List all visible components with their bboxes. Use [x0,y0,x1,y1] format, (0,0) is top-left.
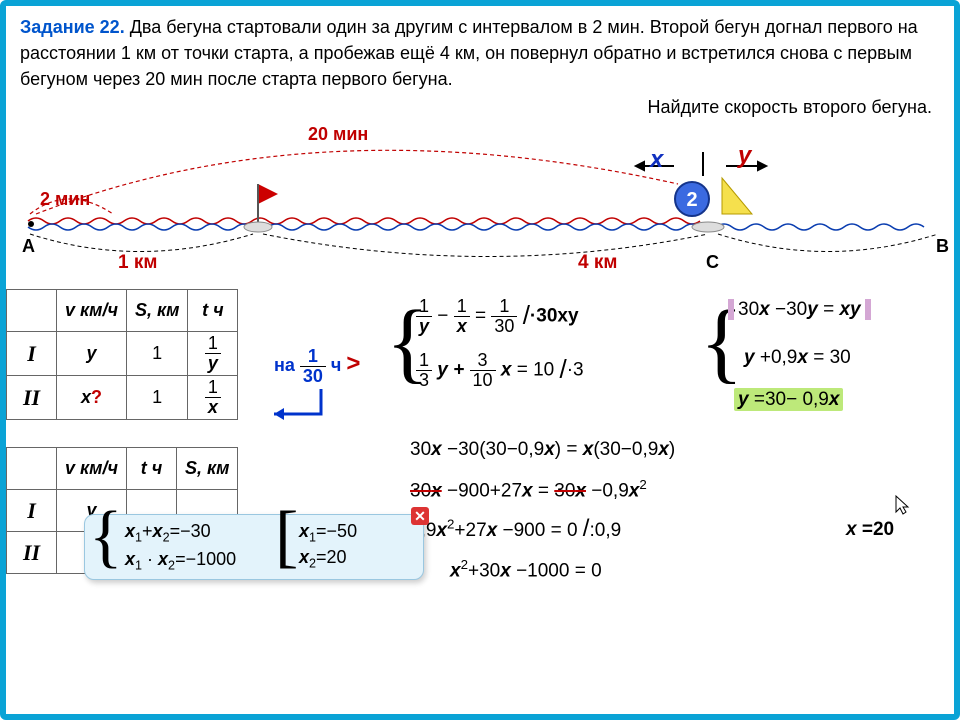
vieta-box: ✕ { x1+x2=−30 x1 · x2=−1000 [ x1=−50 x2=… [84,514,424,579]
label-20min: 20 мин [308,124,368,145]
problem-statement: Задание 22. Два бегуна стартовали один з… [6,6,954,124]
t2-h1: v км/ч [65,458,118,478]
pt-C: C [706,252,719,273]
eq1-line1: 1y − 1x = 130 /·30xy [416,297,579,336]
t2-h2: t ч [141,458,163,478]
t1-h3: t ч [202,300,224,320]
eq1-line2: 13 y + 310 x = 10 /·3 [416,351,584,390]
t1-s2: 1 [126,376,187,420]
answer: x =20 [846,519,894,541]
question-line: Найдите скорость второго бегуна. [20,94,940,120]
eq2-l2: y +0,9x = 30 [744,347,851,369]
diagram: 2 20 мин 2 мин x y А B C 1 км 4 км [18,124,942,289]
task-label: Задание 22. [20,17,125,37]
svg-text:2: 2 [686,189,697,211]
t1-x: x [81,387,91,407]
t1-h2: S, км [135,300,179,320]
x-arrow-label: x [650,146,663,174]
pt-B: B [936,236,949,257]
deriv-3: 0,9x2+27x −900 = 0 /:0,9 [410,515,621,543]
km4: 4 км [578,252,617,274]
km1: 1 км [118,252,157,274]
t1-s1: 1 [126,332,187,376]
y-arrow-label: y [738,142,751,170]
eq2-l3: y =30− 0,9x [734,389,843,411]
cursor-icon [894,494,910,516]
mid-note: на 130 ч > [274,347,360,386]
deriv-1: 30x −30(30−0,9x) = x(30−0,9x) [410,439,675,461]
t2-h3: S, км [185,458,229,478]
close-icon[interactable]: ✕ [411,507,429,525]
t1-h1: v км/ч [65,300,118,320]
pt-A: А [22,236,35,257]
table-1: v км/ч S, км t ч I y 1 1y II x? 1 1x [6,289,238,420]
qmark: ? [91,387,102,407]
problem-body: Два бегуна стартовали один за другим с и… [20,17,918,89]
t2-r2: II [7,532,57,574]
t1-r2: II [7,376,57,420]
deriv-2: 30x −900+27x = 30x −0,9x2 [410,477,647,502]
t1-y: y [86,343,96,363]
t2-r1: I [7,490,57,532]
label-2min: 2 мин [40,189,90,210]
deriv-4: x2+30x −1000 = 0 [450,557,602,582]
t1-r1: I [7,332,57,376]
eq2-l1: 30x −30y = xy [728,299,871,321]
